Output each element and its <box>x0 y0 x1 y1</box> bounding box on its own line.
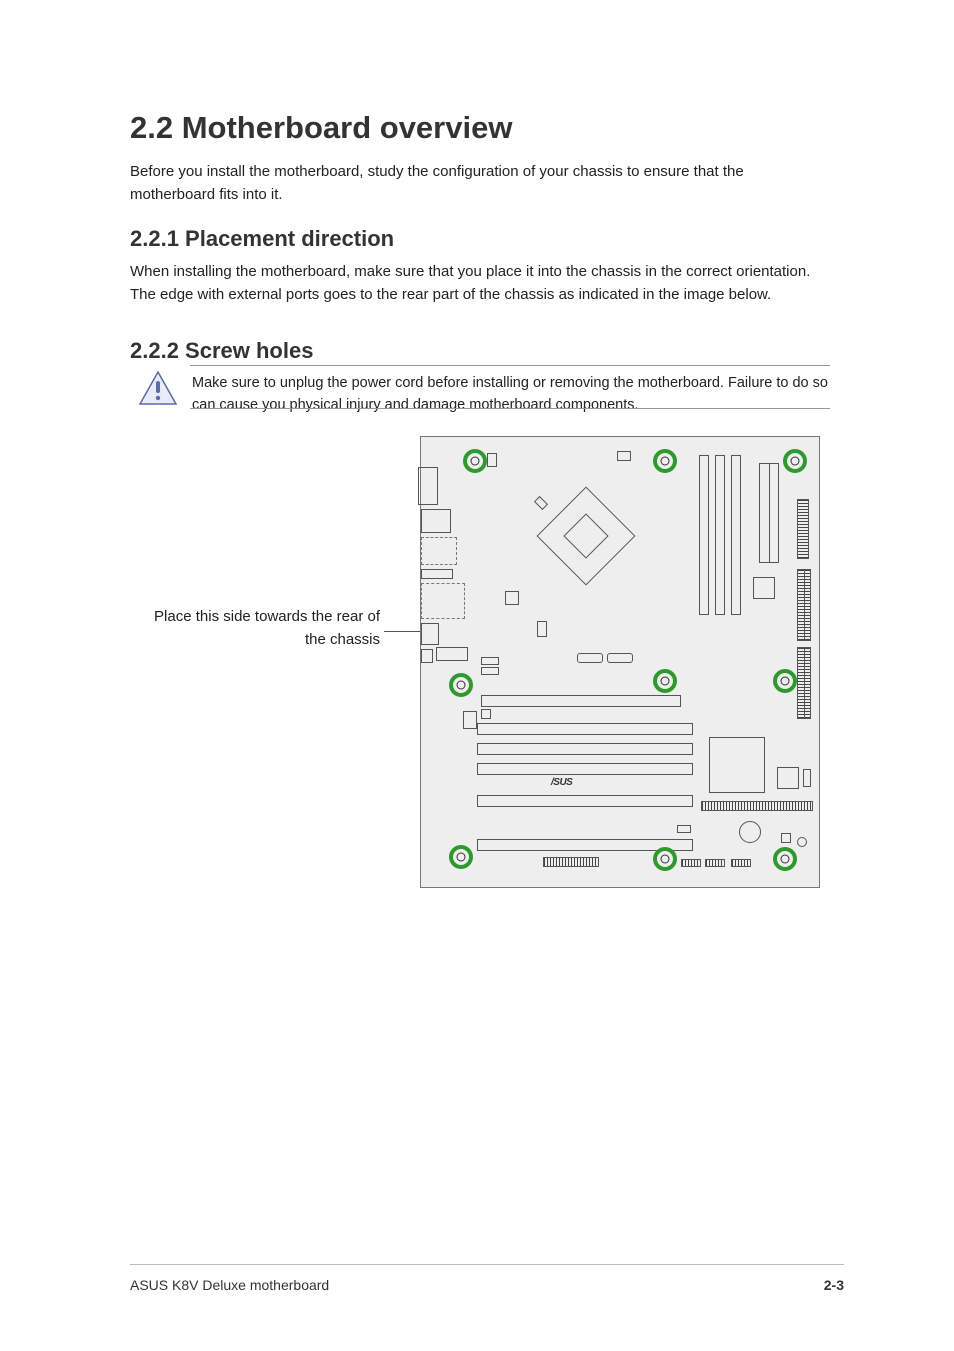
board-caption: Place this side towards the rear of the … <box>130 605 380 652</box>
screw-hole <box>653 449 677 473</box>
screw-hole <box>773 847 797 871</box>
screw-hole <box>449 845 473 869</box>
footer-left-text: ASUS K8V Deluxe motherboard <box>130 1277 329 1293</box>
footer-page-number: 2-3 <box>824 1277 844 1293</box>
subheading-screws: 2.2.2 Screw holes <box>130 338 313 364</box>
caution-icon <box>138 370 178 406</box>
screw-hole <box>653 669 677 693</box>
caution-rule-top <box>190 365 830 366</box>
subheading-placement: 2.2.1 Placement direction <box>130 226 394 252</box>
footer-rule <box>130 1264 844 1265</box>
placement-paragraph: When installing the motherboard, make su… <box>130 260 830 307</box>
screw-hole <box>783 449 807 473</box>
motherboard-diagram: /SUS <box>420 436 820 888</box>
screw-hole <box>773 669 797 693</box>
screw-hole <box>653 847 677 871</box>
caution-text: Make sure to unplug the power cord befor… <box>192 372 828 417</box>
page-footer: ASUS K8V Deluxe motherboard 2-3 <box>130 1277 844 1293</box>
screw-hole <box>463 449 487 473</box>
intro-paragraph: Before you install the motherboard, stud… <box>130 160 830 207</box>
caution-rule-bottom <box>190 408 830 409</box>
leader-line <box>384 631 420 632</box>
brand-logo: /SUS <box>551 777 572 788</box>
page: 2.2 Motherboard overview Before you inst… <box>0 0 954 1351</box>
section-heading: 2.2 Motherboard overview <box>130 110 512 146</box>
screw-hole <box>449 673 473 697</box>
